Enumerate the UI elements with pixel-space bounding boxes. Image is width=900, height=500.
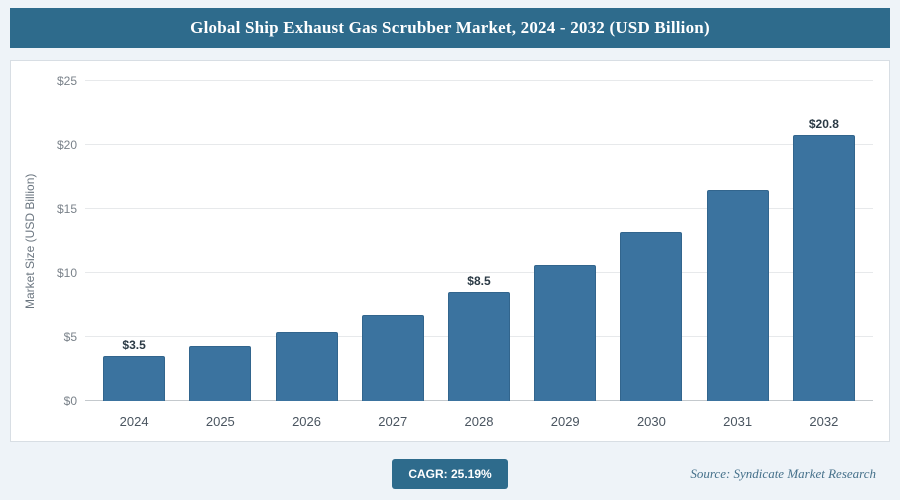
x-tick-label: 2027 — [378, 413, 408, 429]
chart-inner: Market Size (USD Billion) $0 $5 $10 $15 $20 $… — [19, 74, 873, 435]
bar — [103, 356, 166, 401]
bar-column: $20.8 — [781, 81, 867, 401]
x-tick-label: 2026 — [292, 413, 321, 429]
x-tick-label: 2030 — [636, 413, 666, 429]
chart-footer: CAGR: 25.19% Source: Syndicate Market Re… — [10, 458, 890, 490]
x-tick-label: 2024 — [119, 413, 149, 429]
chart-title-bar: Global Ship Exhaust Gas Scrubber Market,… — [10, 8, 890, 48]
bar — [361, 315, 424, 401]
bar-column — [350, 81, 436, 401]
y-tick-label: $20 — [56, 138, 77, 152]
bar-column: $3.5 — [91, 81, 177, 401]
y-tick-label: $15 — [56, 202, 77, 216]
bar-series: $3.5 $8.5 $20.8 — [85, 81, 873, 401]
bar — [792, 134, 855, 401]
x-tick-label: 2029 — [550, 413, 580, 429]
y-tick-label: $10 — [56, 266, 77, 280]
bar — [189, 345, 252, 401]
y-axis-ticks: $0 $5 $10 $15 $20 $25 — [41, 74, 85, 408]
bar — [620, 232, 683, 401]
source-text: Source: Syndicate Market Research — [690, 466, 876, 481]
bar-column — [177, 81, 263, 401]
x-tick-label: 2028 — [464, 413, 494, 429]
x-tick-label: 2025 — [205, 413, 235, 429]
cagr-badge: CAGR: 25.19% — [392, 459, 508, 489]
bar-column — [522, 81, 608, 401]
gridline — [85, 144, 873, 145]
bar-value-label: $3.5 — [122, 338, 146, 353]
gridline — [85, 208, 873, 209]
x-axis-labels: 2024 2025 2026 2027 2028 2029 2030 2031 2032 — [85, 401, 873, 435]
y-tick-label: $5 — [63, 330, 77, 344]
gridline — [85, 272, 873, 273]
bar — [534, 265, 597, 401]
y-tick-label: $25 — [56, 74, 77, 88]
chart-container: Market Size (USD Billion) $0 $5 $10 $15 $20 $… — [10, 60, 890, 442]
gridline — [85, 80, 873, 81]
bar-value-label: $8.5 — [467, 274, 491, 289]
bar — [447, 292, 510, 401]
bar-column: $8.5 — [436, 81, 522, 401]
plot-area: $3.5 $8.5 $20.8 — [85, 80, 873, 401]
x-tick-label: 2031 — [723, 413, 753, 429]
y-axis-title: Market Size (USD Billion) — [23, 173, 37, 309]
bar — [706, 189, 769, 401]
bar — [275, 331, 338, 401]
y-tick-label: $0 — [63, 394, 77, 408]
bar-column — [695, 81, 781, 401]
bar-column — [608, 81, 694, 401]
chart-title: Global Ship Exhaust Gas Scrubber Market,… — [190, 18, 710, 37]
bar-value-label: $20.8 — [808, 116, 839, 131]
bar-column — [263, 81, 349, 401]
x-tick-label: 2032 — [809, 413, 839, 429]
